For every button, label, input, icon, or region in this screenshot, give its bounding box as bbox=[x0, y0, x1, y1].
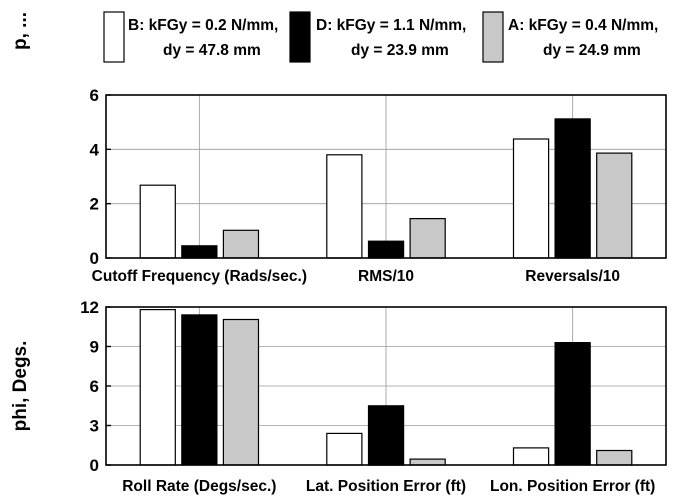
category-label: Cutoff Frequency (Rads/sec.) bbox=[92, 268, 307, 285]
legend-label-B-line2: dy = 47.8 mm bbox=[163, 42, 261, 59]
category-label: Roll Rate (Degs/sec.) bbox=[122, 478, 276, 495]
category-label: Reversals/10 bbox=[525, 268, 620, 285]
bar-B-1 bbox=[326, 154, 363, 259]
panel-bottom: 0 3 6 9 12 Roll Rate (Degs/sec.) Lat. Position… bbox=[80, 298, 667, 495]
legend-swatch-A bbox=[482, 11, 504, 63]
bar-A-0 bbox=[222, 318, 260, 466]
bar-D-1 bbox=[367, 240, 405, 259]
y-tick-label: 2 bbox=[90, 195, 99, 214]
y-tick-label: 6 bbox=[90, 86, 99, 105]
legend-swatch-B bbox=[103, 11, 125, 63]
bar-D-2 bbox=[554, 342, 591, 466]
y-axis-label-bottom: phi, Degs. bbox=[10, 341, 31, 432]
legend-label-D-line2: dy = 23.9 mm bbox=[351, 42, 449, 59]
bar-A-0 bbox=[222, 229, 260, 259]
bar-B-0 bbox=[139, 309, 176, 466]
legend-label-A-line1: A: kFGy = 0.4 N/mm, bbox=[508, 17, 658, 34]
bar-A-1 bbox=[409, 458, 446, 466]
bar-D-0 bbox=[181, 245, 218, 259]
y-tick-label: 0 bbox=[90, 456, 99, 475]
bar-B-2 bbox=[512, 138, 550, 259]
plot-frame bbox=[105, 94, 667, 259]
y-tick-label: 4 bbox=[90, 140, 100, 159]
bar-A-1 bbox=[409, 218, 446, 259]
bar-B-1 bbox=[326, 432, 363, 466]
y-axis-label-top: p, ... bbox=[10, 12, 31, 50]
legend-label-A-line2: dy = 24.9 mm bbox=[543, 42, 641, 59]
category-label: RMS/10 bbox=[358, 268, 414, 285]
legend-item-A: A: kFGy = 0.4 N/mm, dy = 24.9 mm bbox=[482, 11, 658, 63]
y-tick-label: 9 bbox=[90, 338, 99, 357]
panel-top: 0 2 4 6 Cutoff Frequency (Rads/sec.) RMS/10 Re… bbox=[90, 86, 667, 285]
bar-B-2 bbox=[512, 447, 550, 466]
legend: B: kFGy = 0.2 N/mm, dy = 47.8 mm D: kFGy… bbox=[103, 11, 658, 63]
bar-A-2 bbox=[596, 152, 633, 259]
legend-label-D-line1: D: kFGy = 1.1 N/mm, bbox=[316, 17, 466, 34]
category-label: Lat. Position Error (ft) bbox=[306, 478, 466, 495]
legend-item-D: D: kFGy = 1.1 N/mm, dy = 23.9 mm bbox=[289, 11, 466, 63]
bar-A-2 bbox=[596, 449, 633, 466]
legend-item-B: B: kFGy = 0.2 N/mm, dy = 47.8 mm bbox=[103, 11, 278, 63]
legend-swatch-D bbox=[289, 11, 311, 63]
y-tick-label: 0 bbox=[90, 249, 99, 268]
bar-D-2 bbox=[554, 118, 591, 259]
y-tick-label: 3 bbox=[90, 417, 99, 436]
legend-label-B-line1: B: kFGy = 0.2 N/mm, bbox=[128, 17, 278, 34]
y-tick-label: 12 bbox=[80, 298, 99, 317]
bar-D-1 bbox=[367, 405, 405, 466]
bar-D-0 bbox=[181, 314, 218, 466]
y-tick-label: 6 bbox=[90, 377, 99, 396]
bar-B-0 bbox=[139, 184, 176, 259]
category-label: Lon. Position Error (ft) bbox=[490, 478, 655, 495]
